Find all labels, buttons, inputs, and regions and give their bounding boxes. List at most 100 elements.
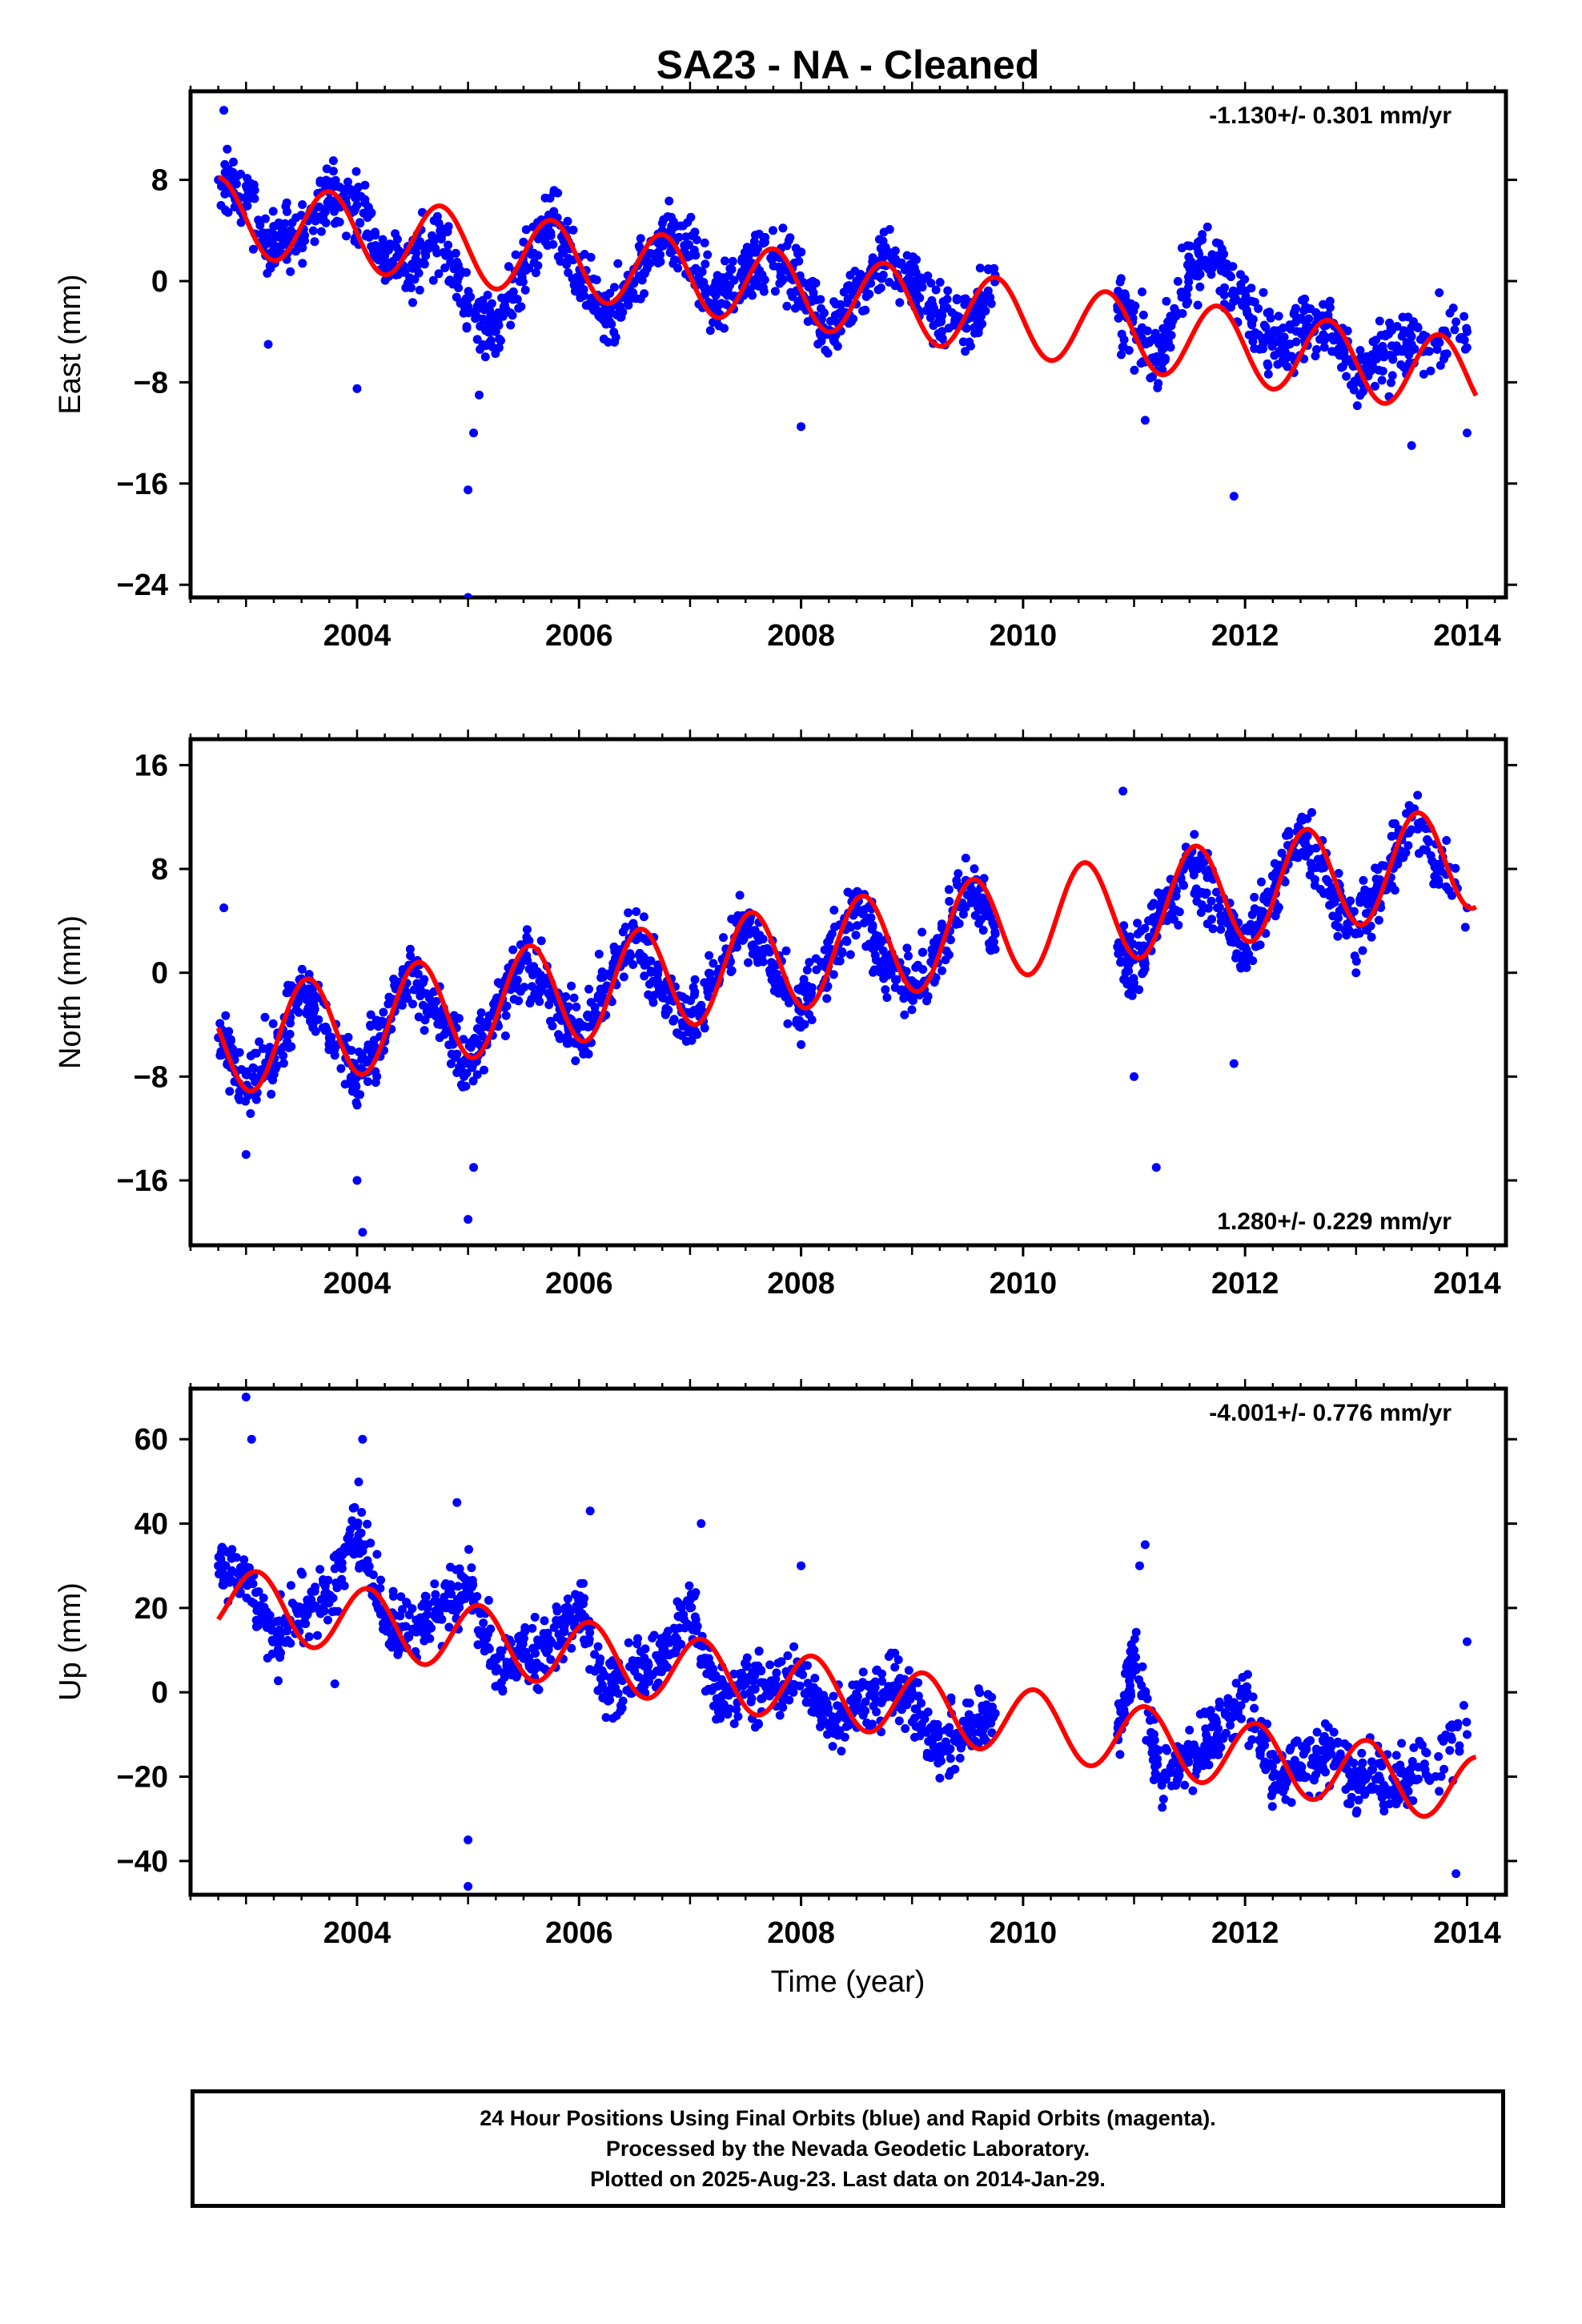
east-data-point [1398, 312, 1407, 322]
east-data-point [487, 299, 496, 308]
east-data-point [243, 184, 252, 194]
north-data-point [1436, 866, 1446, 876]
east-data-point [263, 268, 272, 278]
north-data-point [1235, 953, 1244, 963]
north-data-point [1371, 885, 1380, 895]
up-data-point [251, 1615, 261, 1625]
up-data-point [1201, 1709, 1211, 1719]
east-data-point [885, 225, 894, 234]
east-data-point [1302, 322, 1311, 331]
east-data-point [817, 304, 825, 313]
east-data-point [667, 226, 677, 235]
east-data-point [881, 244, 890, 254]
east-data-point [1285, 320, 1295, 330]
east-data-point [261, 214, 270, 223]
north-x-tick-label: 2014 [1433, 1267, 1501, 1301]
north-data-point [611, 954, 620, 963]
north-data-point [584, 984, 593, 994]
north-data-point [547, 994, 556, 1003]
north-data-point [620, 923, 630, 932]
up-data-point [566, 1614, 576, 1623]
north-data-point [492, 993, 502, 1003]
north-data-point [902, 943, 912, 953]
up-data-point [576, 1578, 585, 1588]
east-data-point [943, 286, 953, 296]
north-data-point [472, 1023, 482, 1033]
north-data-point [733, 911, 743, 920]
north-data-point [709, 959, 718, 968]
north-data-point [552, 1012, 562, 1022]
north-data-point [1363, 926, 1372, 935]
north-data-point [690, 975, 700, 984]
up-data-point [789, 1687, 798, 1697]
north-data-point [753, 931, 762, 941]
up-data-point [709, 1673, 719, 1683]
east-data-point [1247, 283, 1256, 293]
north-data-point [221, 1011, 231, 1020]
east-data-point [1130, 365, 1139, 375]
up-data-point [944, 1771, 954, 1780]
east-data-point [1456, 332, 1466, 342]
east-data-point [410, 275, 420, 284]
east-data-point [1168, 316, 1178, 325]
up-plot-area [214, 1393, 1478, 1891]
up-data-point [1166, 1781, 1176, 1791]
north-data-point [519, 955, 528, 964]
north-data-point [1219, 911, 1229, 921]
north-data-point [456, 1080, 466, 1089]
east-data-point [1185, 263, 1195, 273]
east-data-point [776, 271, 785, 281]
north-data-point [970, 864, 979, 874]
north-data-point [363, 1077, 372, 1087]
north-data-point [1323, 877, 1333, 887]
up-data-point [549, 1622, 559, 1632]
up-data-point [479, 1618, 488, 1628]
east-outlier-point [1229, 492, 1239, 501]
east-data-point [775, 279, 785, 288]
north-x-tick-label: 2012 [1211, 1267, 1279, 1301]
north-data-point [586, 998, 596, 1007]
up-data-point [420, 1591, 430, 1601]
east-data-point [970, 328, 980, 338]
up-data-point [1188, 1786, 1198, 1795]
east-data-point [803, 317, 813, 326]
up-data-point [917, 1699, 926, 1708]
north-data-point [1270, 858, 1279, 868]
up-data-point [452, 1594, 462, 1604]
north-data-point [532, 967, 542, 976]
east-data-point [328, 156, 338, 166]
east-data-point [243, 201, 252, 211]
north-data-point [961, 854, 970, 862]
east-data-point [462, 324, 472, 333]
east-data-point [700, 238, 709, 247]
north-data-point [1351, 956, 1361, 966]
east-data-point [605, 288, 615, 298]
east-data-point [339, 186, 349, 195]
east-data-point [602, 314, 612, 324]
up-data-point [597, 1666, 607, 1675]
east-data-point [751, 247, 761, 257]
east-data-point [1138, 287, 1146, 296]
up-data-point [744, 1672, 753, 1682]
north-data-point [1190, 863, 1199, 873]
east-data-point [1325, 303, 1335, 312]
north-data-point [352, 1100, 362, 1110]
up-data-point [813, 1687, 823, 1696]
north-data-point [398, 965, 408, 975]
north-data-point [929, 938, 938, 947]
up-data-point [263, 1614, 272, 1623]
east-data-point [1397, 347, 1407, 356]
east-data-point [434, 269, 444, 279]
north-data-point [436, 1020, 445, 1030]
north-data-point [1307, 808, 1316, 817]
up-data-point [398, 1605, 407, 1614]
east-data-point [1236, 279, 1246, 289]
east-data-point [931, 285, 941, 295]
east-data-point [1170, 304, 1179, 313]
east-data-point [1259, 320, 1269, 330]
up-data-point [1204, 1760, 1214, 1770]
east-data-point [1240, 302, 1250, 312]
north-data-point [799, 975, 809, 984]
north-data-point [966, 894, 976, 903]
east-data-point [529, 258, 539, 267]
